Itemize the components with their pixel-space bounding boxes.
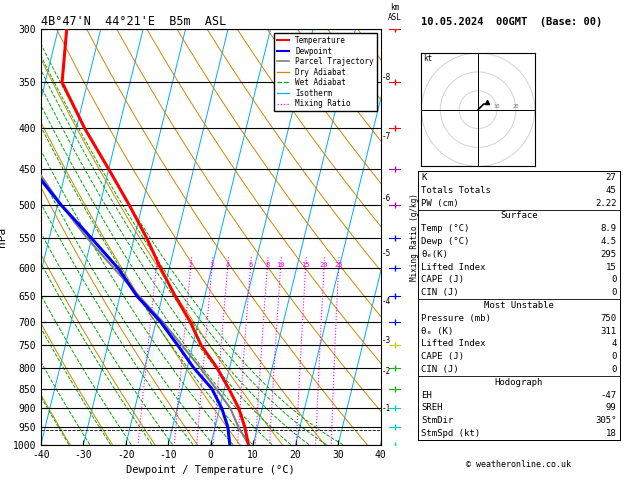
Text: -6: -6 xyxy=(382,194,391,203)
Text: CAPE (J): CAPE (J) xyxy=(421,276,464,284)
Text: 10: 10 xyxy=(494,104,500,109)
Text: 99: 99 xyxy=(606,403,616,412)
Text: -5: -5 xyxy=(382,249,391,258)
Text: Pressure (mb): Pressure (mb) xyxy=(421,314,491,323)
Text: Surface: Surface xyxy=(500,211,538,221)
Text: 0: 0 xyxy=(611,365,616,374)
Text: kt: kt xyxy=(423,53,433,63)
Text: Lifted Index: Lifted Index xyxy=(421,339,486,348)
Text: 20: 20 xyxy=(513,104,519,109)
Text: Mixing Ratio (g/kg): Mixing Ratio (g/kg) xyxy=(410,193,420,281)
Text: 27: 27 xyxy=(606,173,616,182)
Text: 45: 45 xyxy=(606,186,616,195)
Text: 4: 4 xyxy=(225,262,230,268)
Text: 6: 6 xyxy=(248,262,252,268)
Text: 8.9: 8.9 xyxy=(600,224,616,233)
Text: 4.5: 4.5 xyxy=(600,237,616,246)
Text: 311: 311 xyxy=(600,327,616,335)
Text: θₑ(K): θₑ(K) xyxy=(421,250,448,259)
Text: © weatheronline.co.uk: © weatheronline.co.uk xyxy=(467,460,571,469)
Text: 18: 18 xyxy=(606,429,616,438)
Text: 4B°47'N  44°21'E  B5m  ASL: 4B°47'N 44°21'E B5m ASL xyxy=(41,15,226,28)
Text: 4: 4 xyxy=(611,339,616,348)
Text: CIN (J): CIN (J) xyxy=(421,365,459,374)
Legend: Temperature, Dewpoint, Parcel Trajectory, Dry Adiabat, Wet Adiabat, Isotherm, Mi: Temperature, Dewpoint, Parcel Trajectory… xyxy=(274,33,377,111)
Text: -8: -8 xyxy=(382,73,391,82)
Text: StmDir: StmDir xyxy=(421,416,454,425)
Text: km
ASL: km ASL xyxy=(387,3,402,22)
Text: CIN (J): CIN (J) xyxy=(421,288,459,297)
Text: 750: 750 xyxy=(600,314,616,323)
Text: θₑ (K): θₑ (K) xyxy=(421,327,454,335)
Text: -1: -1 xyxy=(382,404,391,413)
Text: 1: 1 xyxy=(154,262,159,268)
Text: 3: 3 xyxy=(209,262,214,268)
Text: -47: -47 xyxy=(600,391,616,399)
Text: EH: EH xyxy=(421,391,432,399)
Text: 2.22: 2.22 xyxy=(595,199,616,208)
Text: 0: 0 xyxy=(611,288,616,297)
Text: 0: 0 xyxy=(611,352,616,361)
Text: -3: -3 xyxy=(382,336,391,345)
Text: -7: -7 xyxy=(382,133,391,141)
Text: 305°: 305° xyxy=(595,416,616,425)
X-axis label: Dewpoint / Temperature (°C): Dewpoint / Temperature (°C) xyxy=(126,465,295,475)
Text: Most Unstable: Most Unstable xyxy=(484,301,554,310)
Text: Temp (°C): Temp (°C) xyxy=(421,224,470,233)
Text: StmSpd (kt): StmSpd (kt) xyxy=(421,429,481,438)
Y-axis label: hPa: hPa xyxy=(0,227,7,247)
Text: 10.05.2024  00GMT  (Base: 00): 10.05.2024 00GMT (Base: 00) xyxy=(421,17,603,27)
Text: 10: 10 xyxy=(276,262,285,268)
Text: -4: -4 xyxy=(382,297,391,306)
Text: Hodograph: Hodograph xyxy=(495,378,543,387)
Text: Lifted Index: Lifted Index xyxy=(421,262,486,272)
Text: 8: 8 xyxy=(265,262,269,268)
Text: K: K xyxy=(421,173,427,182)
Text: -2: -2 xyxy=(382,367,391,377)
Text: 295: 295 xyxy=(600,250,616,259)
Text: Dewp (°C): Dewp (°C) xyxy=(421,237,470,246)
Text: SREH: SREH xyxy=(421,403,443,412)
Text: Totals Totals: Totals Totals xyxy=(421,186,491,195)
Text: 15: 15 xyxy=(606,262,616,272)
Text: CAPE (J): CAPE (J) xyxy=(421,352,464,361)
Text: 20: 20 xyxy=(320,262,328,268)
Text: 2: 2 xyxy=(189,262,192,268)
Text: 15: 15 xyxy=(301,262,310,268)
Text: PW (cm): PW (cm) xyxy=(421,199,459,208)
Text: 25: 25 xyxy=(334,262,343,268)
Text: 0: 0 xyxy=(611,276,616,284)
